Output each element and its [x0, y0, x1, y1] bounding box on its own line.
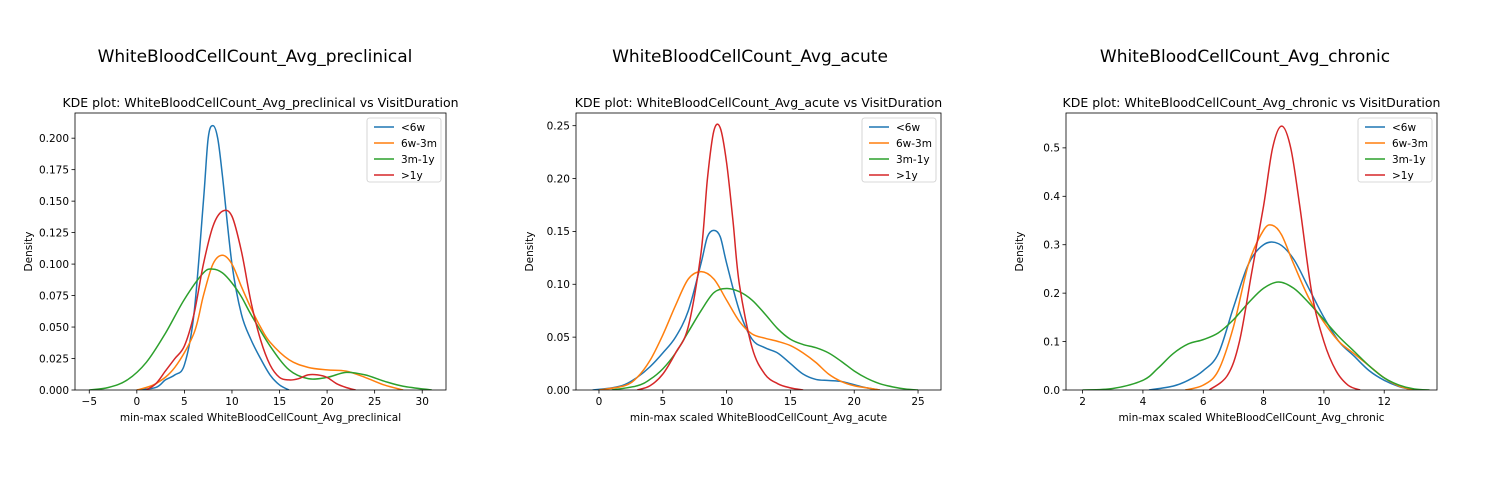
y-tick-label: 0.25	[547, 120, 570, 132]
series-line-1	[136, 124, 290, 390]
x-axis-label: min-max scaled WhiteBloodCellCount_Avg_a…	[630, 412, 887, 424]
legend-box	[1357, 117, 1433, 183]
y-tick-label: 0.200	[39, 133, 69, 145]
y-tick-label: 0.0	[1043, 385, 1060, 397]
chart-panel-1: WhiteBloodCellCount_Avg_preclinical KDE p…	[23, 47, 459, 424]
panel-suptitle: WhiteBloodCellCount_Avg_acute	[612, 47, 888, 67]
legend-label: >1y	[896, 170, 918, 182]
panel-suptitle: WhiteBloodCellCount_Avg_preclinical	[98, 47, 413, 67]
x-tick-label: 10	[1317, 396, 1330, 408]
y-tick-label: 0.20	[547, 173, 570, 185]
y-tick-label: 0.025	[39, 353, 69, 365]
series-line-4	[637, 123, 804, 390]
y-tick-label: 0.4	[1043, 191, 1060, 203]
axes-frame	[575, 112, 942, 391]
x-tick-label: 0	[596, 396, 603, 408]
y-tick-label: 0.2	[1043, 288, 1060, 300]
y-tick-label: 0.5	[1043, 143, 1060, 155]
series-line-1	[1148, 241, 1415, 390]
y-tick-label: 0.3	[1043, 240, 1060, 252]
legend-label: >1y	[1392, 170, 1414, 182]
legend: <6w 6w-3m 3m-1y >1y	[861, 117, 937, 183]
legend-label: 3m-1y	[1392, 154, 1426, 166]
x-axis-label: min-max scaled WhiteBloodCellCount_Avg_p…	[120, 412, 401, 424]
x-tick-label: 20	[320, 396, 333, 408]
chart-panel-3: WhiteBloodCellCount_Avg_chronic KDE plot:…	[1014, 47, 1440, 424]
y-tick-label: 0.050	[39, 322, 69, 334]
x-axis-label: min-max scaled WhiteBloodCellCount_Avg_c…	[1118, 412, 1384, 424]
y-tick-label: 0.1	[1043, 336, 1060, 348]
legend-label: 3m-1y	[896, 154, 930, 166]
x-tick-label: −5	[82, 396, 97, 408]
y-tick-label: 0.175	[39, 164, 69, 176]
x-tick-label: 10	[720, 396, 733, 408]
legend: <6w 6w-3m 3m-1y >1y	[366, 117, 442, 183]
y-tick-label: 0.075	[39, 290, 69, 302]
legend-label: >1y	[401, 170, 423, 182]
legend-label: <6w	[1392, 122, 1416, 134]
series-line-3	[1082, 281, 1430, 390]
y-tick-label: 0.150	[39, 196, 69, 208]
series-group	[1082, 125, 1430, 390]
axes-frame	[1065, 112, 1438, 391]
x-tick-label: 8	[1260, 396, 1267, 408]
legend-label: 6w-3m	[401, 138, 437, 150]
y-axis-label: Density	[1014, 232, 1026, 272]
y-tick-label: 0.15	[547, 226, 570, 238]
series-line-2	[598, 270, 880, 390]
series-line-1	[592, 229, 880, 390]
legend-label: 3m-1y	[401, 154, 435, 166]
axes-title: KDE plot: WhiteBloodCellCount_Avg_acute …	[575, 95, 942, 110]
legend-box	[366, 117, 442, 183]
y-tick-label: 0.125	[39, 227, 69, 239]
y-axis-label: Density	[524, 232, 536, 272]
series-line-4	[1208, 125, 1361, 390]
legend-label: <6w	[401, 122, 425, 134]
y-tick-label: 0.10	[547, 279, 570, 291]
x-tick-label: 15	[784, 396, 797, 408]
legend-box	[861, 117, 937, 183]
x-tick-label: 10	[225, 396, 238, 408]
series-group	[89, 124, 432, 390]
axes-title: KDE plot: WhiteBloodCellCount_Avg_chroni…	[1063, 95, 1441, 110]
chart-panel-2: WhiteBloodCellCount_Avg_acute KDE plot: W…	[524, 47, 942, 424]
x-tick-label: 30	[416, 396, 429, 408]
series-line-2	[136, 254, 404, 390]
y-tick-label: 0.100	[39, 259, 69, 271]
panel-suptitle: WhiteBloodCellCount_Avg_chronic	[1100, 47, 1390, 67]
axes-title: KDE plot: WhiteBloodCellCount_Avg_precli…	[62, 95, 458, 110]
axes-frame	[74, 112, 447, 391]
x-tick-label: 6	[1200, 396, 1207, 408]
series-line-4	[145, 209, 356, 390]
series-line-3	[89, 268, 432, 390]
series-group	[592, 123, 919, 390]
x-tick-label: 0	[133, 396, 140, 408]
x-tick-label: 15	[273, 396, 286, 408]
x-tick-label: 4	[1140, 396, 1147, 408]
y-tick-label: 0.000	[39, 385, 69, 397]
x-tick-label: 25	[368, 396, 381, 408]
x-tick-label: 5	[181, 396, 188, 408]
x-tick-label: 5	[659, 396, 666, 408]
x-tick-label: 12	[1378, 396, 1391, 408]
y-axis-label: Density	[23, 232, 35, 272]
legend: <6w 6w-3m 3m-1y >1y	[1357, 117, 1433, 183]
legend-label: 6w-3m	[896, 138, 932, 150]
legend-label: <6w	[896, 122, 920, 134]
legend-label: 6w-3m	[1392, 138, 1428, 150]
x-tick-label: 20	[848, 396, 861, 408]
y-tick-label: 0.00	[547, 385, 570, 397]
x-tick-label: 25	[911, 396, 924, 408]
x-tick-label: 2	[1079, 396, 1086, 408]
y-tick-label: 0.05	[547, 332, 570, 344]
